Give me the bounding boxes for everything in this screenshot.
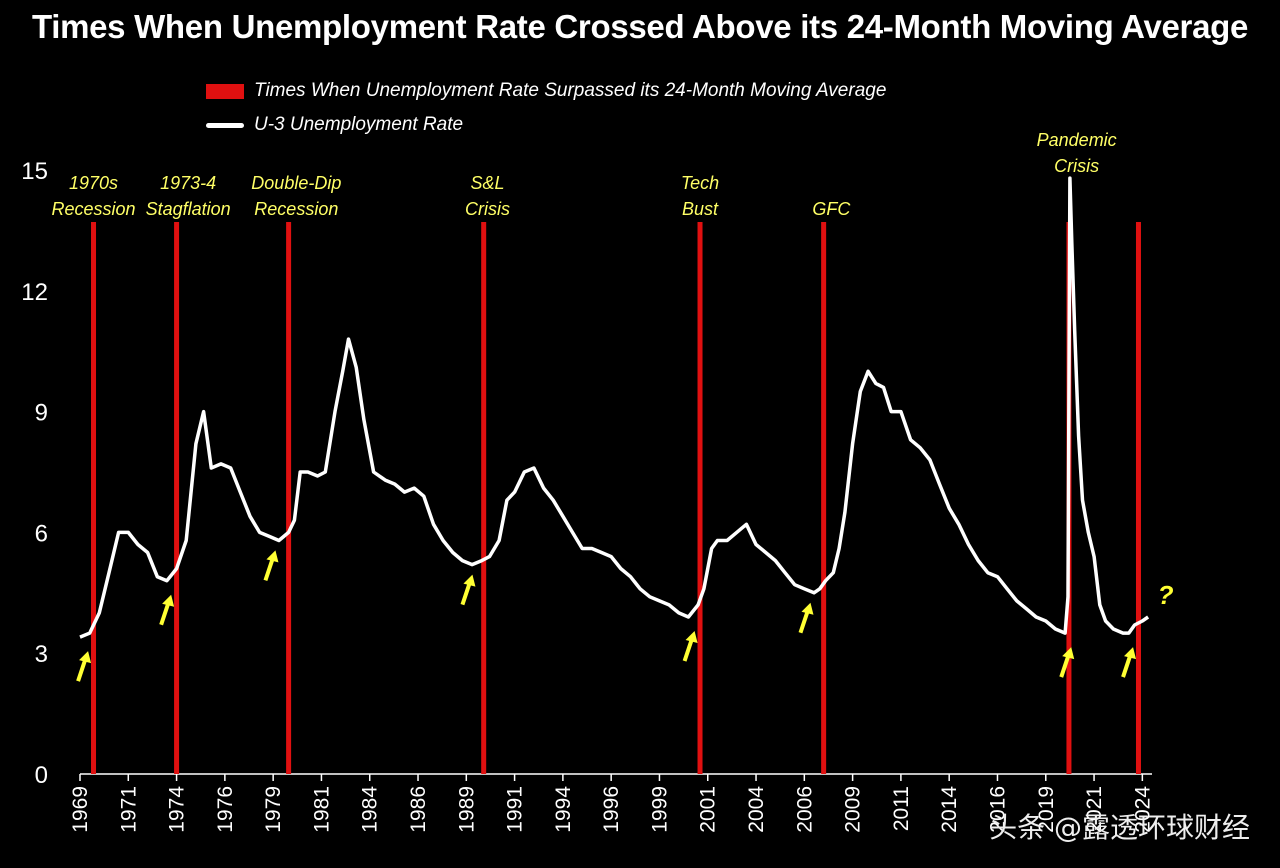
annotation-label: ? [1158,580,1174,610]
crossover-arrow [1121,647,1137,678]
legend-item-line: U-3 Unemployment Rate [206,114,463,136]
annotation-label: Crisis [465,199,510,219]
y-tick-label: 6 [35,520,48,547]
legend-item-bars: Times When Unemployment Rate Surpassed i… [206,80,886,102]
annotation-label: 1970s [69,173,118,193]
x-tick-label: 1969 [69,786,92,833]
crossover-bar [91,222,97,774]
x-tick-label: 2004 [745,786,768,833]
y-tick-label: 3 [35,641,48,668]
crossover-arrow [460,574,476,606]
x-tick-label: 1994 [552,786,575,833]
crossover-arrow [1059,647,1075,678]
crossover-arrow [76,651,92,682]
legend-label-line: U-3 Unemployment Rate [254,114,464,135]
annotation-label: S&L [471,173,505,193]
x-tick-label: 1974 [166,786,189,833]
x-tick-label: 2021 [1083,786,1106,833]
x-tick-label: 2001 [697,786,720,833]
annotation-label: 1973-4 [160,173,216,193]
annotation-label: Double-Dip [251,173,341,193]
y-tick-label: 15 [21,158,48,185]
annotation-label: Stagflation [146,199,231,219]
crossover-bar [286,222,292,774]
legend-swatch-bar [206,83,244,99]
annotation-label: Crisis [1054,156,1099,176]
x-tick-label: 1986 [407,786,430,833]
watermark: 头条 @露透环球财经 [989,811,1250,844]
chart-title: Times When Unemployment Rate Crossed Abo… [31,8,1249,45]
annotation-label: Bust [682,199,719,219]
legend-label-bars: Times When Unemployment Rate Surpassed i… [254,80,887,101]
y-tick-label: 12 [21,279,48,306]
y-tick-label: 0 [35,762,48,789]
x-tick-label: 2006 [793,786,816,833]
x-tick-label: 1971 [117,786,140,833]
unemployment-rate-line [79,176,1150,639]
y-tick-label: 9 [35,400,48,427]
crossover-bar [481,222,487,774]
x-tick-label: 2011 [890,786,913,831]
crossover-arrow [263,550,279,582]
crossover-arrow [798,602,814,634]
legend-swatch-line [206,122,244,128]
x-tick-label: 1991 [504,786,527,833]
x-tick-label: 1976 [214,786,237,833]
crossover-bar [174,222,180,774]
x-tick-label: 2014 [938,786,961,833]
x-tick-label: 2009 [842,786,865,833]
x-tick-label: 2019 [1035,786,1058,833]
crossover-arrow [159,594,175,626]
x-tick-label: 1999 [648,786,671,833]
x-tick-label: 2016 [986,786,1009,833]
x-tick-label: 1989 [455,786,478,833]
crossover-bar [821,222,827,774]
x-tick-label: 1981 [310,786,333,833]
crossover-bar [1135,222,1141,774]
x-tick-label: 1996 [600,786,623,833]
crossover-arrow [682,630,698,662]
annotation-label: Recession [51,199,135,219]
annotation-label: Pandemic [1037,130,1117,150]
x-tick-label: 1979 [262,786,285,833]
x-tick-label: 1984 [359,786,382,833]
crossover-bar [697,222,703,774]
annotation-label: Recession [254,199,338,219]
annotation-label: Tech [681,173,719,193]
annotation-label: GFC [812,199,851,219]
x-tick-label: 2024 [1131,786,1154,833]
